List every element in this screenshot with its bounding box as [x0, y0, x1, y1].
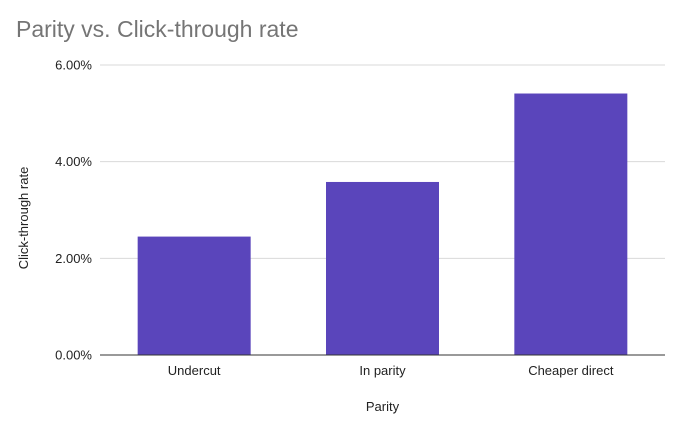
x-tick-label: In parity [359, 363, 406, 378]
y-tick-labels: 0.00% 2.00% 4.00% 6.00% [55, 58, 92, 363]
bar-in-parity [326, 181, 439, 355]
x-axis-title: Parity [366, 399, 400, 414]
bar-cheaper-direct [514, 93, 628, 356]
x-tick-label: Undercut [168, 363, 221, 378]
x-tick-labels: Undercut In parity Cheaper direct [168, 363, 614, 378]
y-tick-label: 2.00% [55, 251, 92, 266]
y-tick-label: 0.00% [55, 348, 92, 363]
bars [137, 93, 628, 356]
y-tick-label: 6.00% [55, 58, 92, 73]
chart-title: Parity vs. Click-through rate [16, 16, 299, 42]
y-tick-label: 4.00% [55, 154, 92, 169]
y-axis-title: Click-through rate [16, 167, 31, 270]
bar-undercut [137, 236, 251, 355]
x-tick-label: Cheaper direct [528, 363, 614, 378]
